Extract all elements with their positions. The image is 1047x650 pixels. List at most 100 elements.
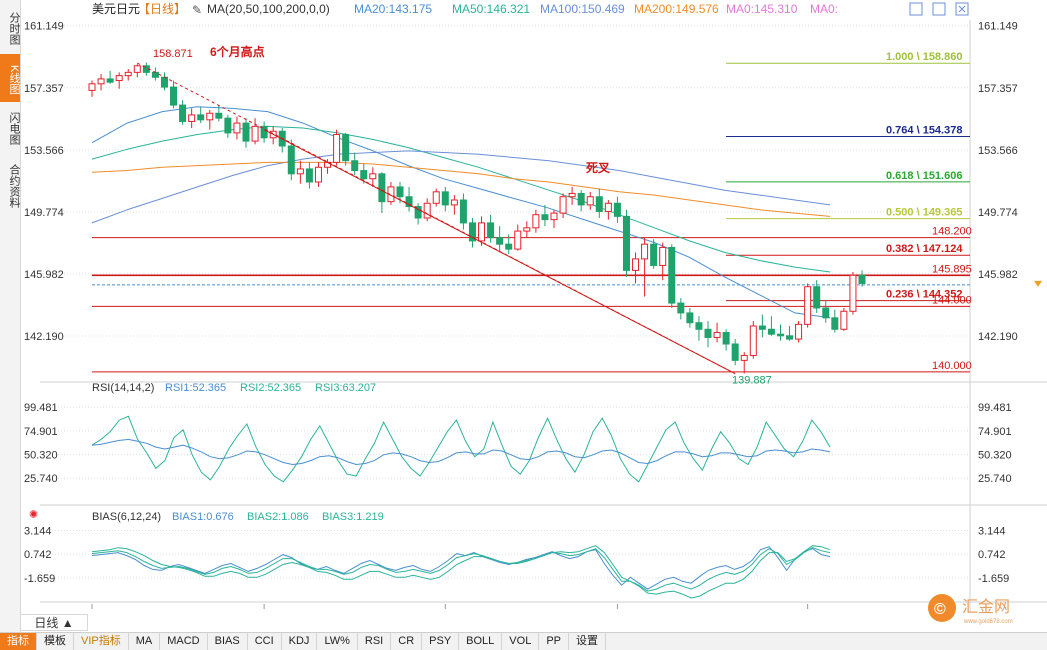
toolbar-item-3[interactable]: MA	[129, 633, 161, 650]
tab-lightning[interactable]: 闪电图	[8, 111, 20, 145]
edit-icon[interactable]: ✎	[192, 3, 202, 17]
toolbar-item-6[interactable]: CCI	[248, 633, 282, 650]
tab-contract-info[interactable]: 合约资料	[8, 164, 20, 208]
candle-body-10	[179, 104, 187, 122]
fib-label-0.236: 0.236 \ 144.352	[886, 289, 962, 301]
toolbar-item-10[interactable]: CR	[391, 633, 423, 650]
shrink-icon[interactable]	[932, 2, 946, 16]
price-tick-right-0: 161.149	[978, 21, 1018, 33]
ma100-value: MA100:150.469	[540, 2, 625, 16]
candle-body-11	[188, 114, 196, 122]
candle-body-81	[822, 307, 830, 319]
bias-panel: 3.144 3.144 0.742 0.742 -1.659 -1.659	[24, 525, 1009, 599]
level-label-148.200: 148.200	[932, 226, 972, 238]
toolbar-item-9[interactable]: RSI	[358, 633, 392, 650]
sidebar: 分时图 K线图 闪电图 合约资料	[0, 0, 21, 632]
rsi-line-rsi3	[91, 438, 831, 466]
ma200-value: MA200:149.576	[634, 2, 719, 16]
price-tick-right-2: 153.566	[978, 145, 1018, 157]
level-label-145.895: 145.895	[932, 263, 972, 275]
price-tick-left-0: 161.149	[24, 21, 64, 33]
candle-body-13	[206, 112, 214, 121]
candle-body-3	[115, 75, 123, 82]
symbol-name: 美元日元	[92, 2, 140, 16]
ma-line-ma200	[91, 161, 831, 217]
toolbar-item-14[interactable]: PP	[539, 633, 569, 650]
toolbar-item-13[interactable]: VOL	[502, 633, 540, 650]
candle-body-9	[170, 86, 178, 106]
candle-body-12	[197, 114, 205, 121]
candle-body-65	[677, 302, 685, 314]
tab-timeshare[interactable]: 分时图	[8, 11, 20, 45]
rsi-tick-left-0: 99.481	[24, 402, 58, 414]
bias-tick-right-0: 3.144	[978, 525, 1006, 537]
chart-controls	[909, 2, 969, 16]
close-icon[interactable]	[958, 5, 966, 13]
toolbar-item-5[interactable]: BIAS	[208, 633, 248, 650]
toolbar-item-4[interactable]: MACD	[160, 633, 208, 650]
candle-body-85	[858, 274, 866, 284]
candle-body-50	[541, 214, 549, 221]
price-tick-left-3: 149.774	[24, 207, 64, 219]
candle-body-7	[151, 71, 159, 78]
ma-line-ma50	[91, 125, 831, 273]
ma50-value: MA50:146.321	[452, 2, 530, 16]
toolbar-item-15[interactable]: 设置	[569, 633, 606, 650]
candle-body-0	[88, 83, 96, 91]
candle-body-60	[632, 258, 640, 271]
ma0-value: MA0:145.310	[726, 2, 798, 16]
annotations: 158.871 6个月高点 139.887 死叉	[137, 44, 772, 387]
high-value-label: 158.871	[153, 48, 193, 60]
candle-body-80	[813, 286, 821, 309]
rsi3-value: RSI3:63.207	[315, 382, 376, 394]
candle-body-42	[468, 222, 476, 242]
bias-tick-left-1: 0.742	[24, 549, 52, 561]
toolbar-item-7[interactable]: KDJ	[282, 633, 318, 650]
candle-body-23	[296, 168, 304, 175]
toolbar-item-11[interactable]: PSY	[422, 633, 460, 650]
candle-body-1	[97, 78, 105, 85]
fib-label-0.500: 0.500 \ 149.365	[886, 207, 962, 219]
period-selector[interactable]: 日线 ▲	[20, 614, 88, 631]
candle-body-5	[133, 65, 141, 73]
level-label-140.000: 140.000	[932, 360, 972, 372]
candle-body-40	[450, 199, 458, 206]
rsi-tick-right-1: 74.901	[978, 426, 1012, 438]
toolbar-item-12[interactable]: BOLL	[459, 633, 503, 650]
candle-body-38	[432, 191, 440, 204]
candle-body-35	[405, 196, 413, 208]
candle-body-45	[496, 237, 504, 245]
high-text-label: 6个月高点	[210, 44, 265, 59]
logo-url: www.gold678.com	[963, 619, 1013, 625]
expand-icon[interactable]	[909, 2, 923, 16]
rsi-title: RSI(14,14,2)	[92, 382, 154, 394]
candle-body-51	[550, 212, 558, 221]
settings-icon[interactable]: ✺	[29, 509, 38, 521]
price-tick-left-1: 157.357	[24, 83, 64, 95]
price-tick-left-5: 142.190	[24, 331, 64, 343]
toolbar-item-0[interactable]: 指标	[0, 633, 37, 650]
price-axis: 161.149 161.149 157.357 157.357 153.566 153.5…	[24, 21, 1018, 343]
price-tick-left-4: 145.982	[24, 269, 64, 281]
toolbar-item-8[interactable]: LW%	[317, 633, 358, 650]
candle-body-72	[740, 354, 748, 361]
candle-body-74	[758, 325, 766, 330]
bias-line-bias3	[91, 545, 831, 599]
candle-body-54	[577, 192, 585, 206]
candle-body-78	[795, 323, 803, 340]
candle-body-71	[731, 343, 739, 361]
candle-body-22	[287, 145, 295, 175]
bias-title: BIAS(6,12,24)	[92, 511, 161, 523]
candle-body-31	[369, 173, 377, 180]
rsi2-value: RSI2:52.365	[240, 382, 301, 394]
candle-body-27	[333, 134, 341, 163]
toolbar-item-1[interactable]: 模板	[37, 633, 74, 650]
rsi-tick-right-0: 99.481	[978, 402, 1012, 414]
toolbar-item-2[interactable]: VIP指标	[74, 633, 129, 650]
candle-body-52	[559, 196, 567, 214]
bias-line-bias1	[91, 546, 831, 590]
tab-kline[interactable]: K线图	[0, 54, 20, 102]
ma20-value: MA20:143.175	[354, 2, 432, 16]
candle-body-69	[713, 332, 721, 338]
